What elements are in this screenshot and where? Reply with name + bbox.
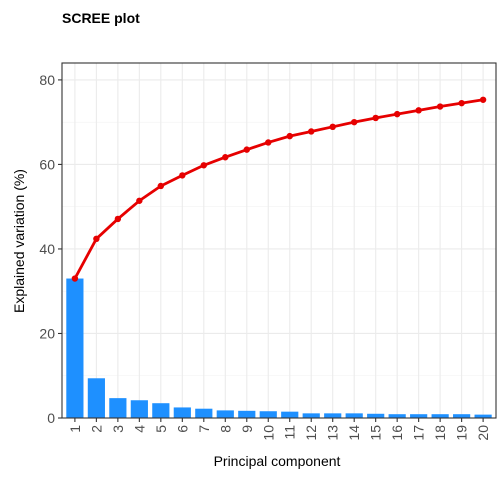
plot-panel-border: [61, 62, 497, 419]
y-axis: 0 20 40 60 80: [39, 72, 62, 426]
x-tick-label: 8: [217, 425, 233, 433]
x-tick-label: 10: [260, 425, 276, 441]
x-tick-label: 17: [411, 425, 427, 441]
bar-pc-7: [195, 408, 213, 418]
cumulative-line: [73, 98, 484, 280]
cumulative-point-pc-8: [222, 154, 229, 161]
bar-pc-6: [173, 407, 191, 418]
bar-pc-19: [453, 414, 471, 418]
cumulative-point-pc-2: [93, 235, 100, 243]
cumulative-point-pc-5: [157, 182, 165, 190]
x-tick-label: 16: [389, 425, 405, 441]
x-tick-label: 6: [174, 425, 190, 433]
major-grid: [62, 63, 496, 419]
cumulative-point-pc-9: [243, 146, 250, 153]
x-tick-label: 3: [110, 425, 126, 433]
x-tick-label: 14: [346, 425, 362, 441]
cumulative-point-pc-14: [350, 118, 358, 126]
x-tick-label: 7: [196, 425, 212, 433]
bar-pc-18: [431, 414, 449, 418]
bar-pc-1: [66, 278, 84, 418]
x-tick-label: 15: [368, 425, 384, 441]
y-tick-label: 80: [39, 72, 55, 88]
cumulative-point-pc-17: [415, 107, 422, 114]
bar-pc-17: [410, 414, 428, 418]
x-tick-label: 13: [325, 425, 341, 441]
cumulative-point-pc-7: [200, 162, 208, 169]
cumulative-point-pc-11: [286, 132, 293, 140]
x-tick-label: 12: [303, 425, 319, 441]
cumulative-line-series: [71, 96, 487, 282]
x-tick-label: 4: [131, 425, 147, 433]
bar-pc-11: [281, 411, 299, 418]
y-tick-label: 20: [39, 325, 55, 341]
x-tick-label: 20: [475, 425, 491, 441]
bar-pc-9: [238, 410, 256, 418]
cumulative-point-pc-20: [479, 96, 487, 103]
cumulative-point-pc-12: [308, 128, 315, 135]
x-tick-label: 9: [239, 425, 255, 433]
y-tick-label: 60: [39, 156, 55, 172]
y-tick-label: 0: [47, 410, 55, 426]
cumulative-point-pc-4: [136, 197, 143, 204]
cumulative-point-pc-6: [179, 172, 186, 179]
x-tick-label: 18: [432, 425, 448, 441]
cumulative-point-pc-13: [329, 123, 336, 131]
x-tick-label: 19: [454, 425, 470, 441]
cumulative-point-pc-18: [436, 103, 444, 110]
y-axis-title: Explained variation (%): [11, 169, 27, 313]
x-tick-label: 5: [153, 425, 169, 433]
bar-pc-2: [87, 378, 105, 418]
x-tick-label: 1: [67, 425, 83, 433]
x-axis-title: Principal component: [214, 453, 341, 469]
plot-background: [62, 63, 496, 418]
bar-pc-15: [367, 413, 385, 418]
bar-pc-3: [109, 398, 127, 418]
cumulative-point-pc-15: [372, 114, 379, 122]
bar-pc-4: [130, 400, 148, 418]
x-axis: 1 2 3 4 5 6 7 8 9 10 11 12 13 14 15 16 17 18 19 20: [67, 418, 491, 441]
cumulative-point-pc-3: [114, 215, 122, 223]
cumulative-point-pc-16: [393, 110, 401, 118]
bar-pc-12: [302, 413, 320, 418]
chart-title: SCREE plot: [62, 10, 140, 26]
bar-pc-14: [345, 413, 363, 418]
bar-series: [66, 278, 492, 418]
bar-pc-10: [259, 411, 277, 418]
cumulative-point-pc-19: [458, 99, 465, 107]
x-tick-label: 11: [282, 425, 298, 440]
cumulative-point-pc-10: [265, 139, 272, 146]
bar-pc-8: [216, 410, 234, 418]
bar-pc-20: [474, 414, 492, 418]
bar-pc-16: [388, 414, 406, 418]
y-tick-label: 40: [39, 241, 55, 257]
cumulative-point-pc-1: [71, 275, 79, 282]
x-tick-label: 2: [88, 425, 104, 433]
bar-pc-5: [152, 403, 170, 418]
bar-pc-13: [324, 413, 342, 418]
